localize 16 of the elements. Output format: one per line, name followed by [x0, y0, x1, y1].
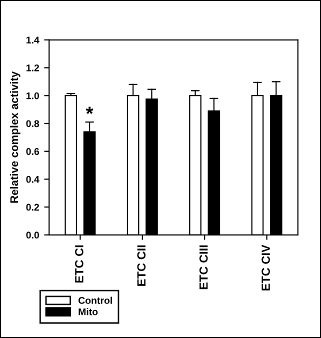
x-tick-label: ETC CI — [75, 245, 84, 283]
y-tick-label: 1.2 — [26, 64, 40, 72]
y-tick-label: 0.4 — [26, 176, 40, 183]
y-tick-label: 0.2 — [26, 204, 40, 211]
y-tick-label: 1.0 — [26, 92, 39, 100]
legend-label: Control — [78, 296, 112, 304]
y-tick-label: 0.0 — [26, 232, 39, 239]
x-tick-label: ETC CIII — [199, 245, 208, 290]
y-tick-label: 0.8 — [26, 120, 40, 128]
annotation: * — [86, 106, 94, 114]
y-tick-label: 1.4 — [26, 36, 40, 44]
x-tick-label: ETC CII — [137, 245, 146, 286]
x-tick-label: ETC CIV — [262, 244, 270, 290]
y-tick-label: 0.6 — [26, 148, 40, 155]
legend-label: Mito — [78, 308, 98, 316]
y-axis-title: Relative complex activity — [10, 71, 20, 203]
